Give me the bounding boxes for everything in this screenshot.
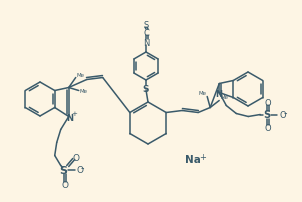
- Text: S: S: [143, 84, 149, 93]
- Text: O: O: [61, 180, 68, 189]
- Text: N: N: [143, 38, 149, 47]
- Text: Me: Me: [80, 88, 88, 94]
- Text: S: S: [143, 20, 149, 29]
- Text: Na: Na: [185, 154, 201, 164]
- Text: O: O: [265, 99, 271, 107]
- Text: C: C: [143, 28, 149, 37]
- Text: Me: Me: [77, 72, 85, 77]
- Text: S: S: [264, 110, 271, 120]
- Text: +: +: [71, 111, 77, 117]
- Text: S: S: [60, 165, 68, 175]
- Text: +: +: [200, 152, 207, 161]
- Text: N: N: [66, 114, 73, 122]
- Text: -: -: [81, 163, 85, 173]
- Text: O: O: [265, 123, 271, 132]
- Text: O: O: [72, 153, 79, 162]
- Text: N: N: [215, 89, 222, 99]
- Text: O: O: [77, 165, 84, 174]
- Text: O: O: [279, 110, 286, 119]
- Text: Me: Me: [220, 95, 228, 100]
- Text: -: -: [284, 108, 287, 118]
- Text: Me: Me: [198, 91, 206, 96]
